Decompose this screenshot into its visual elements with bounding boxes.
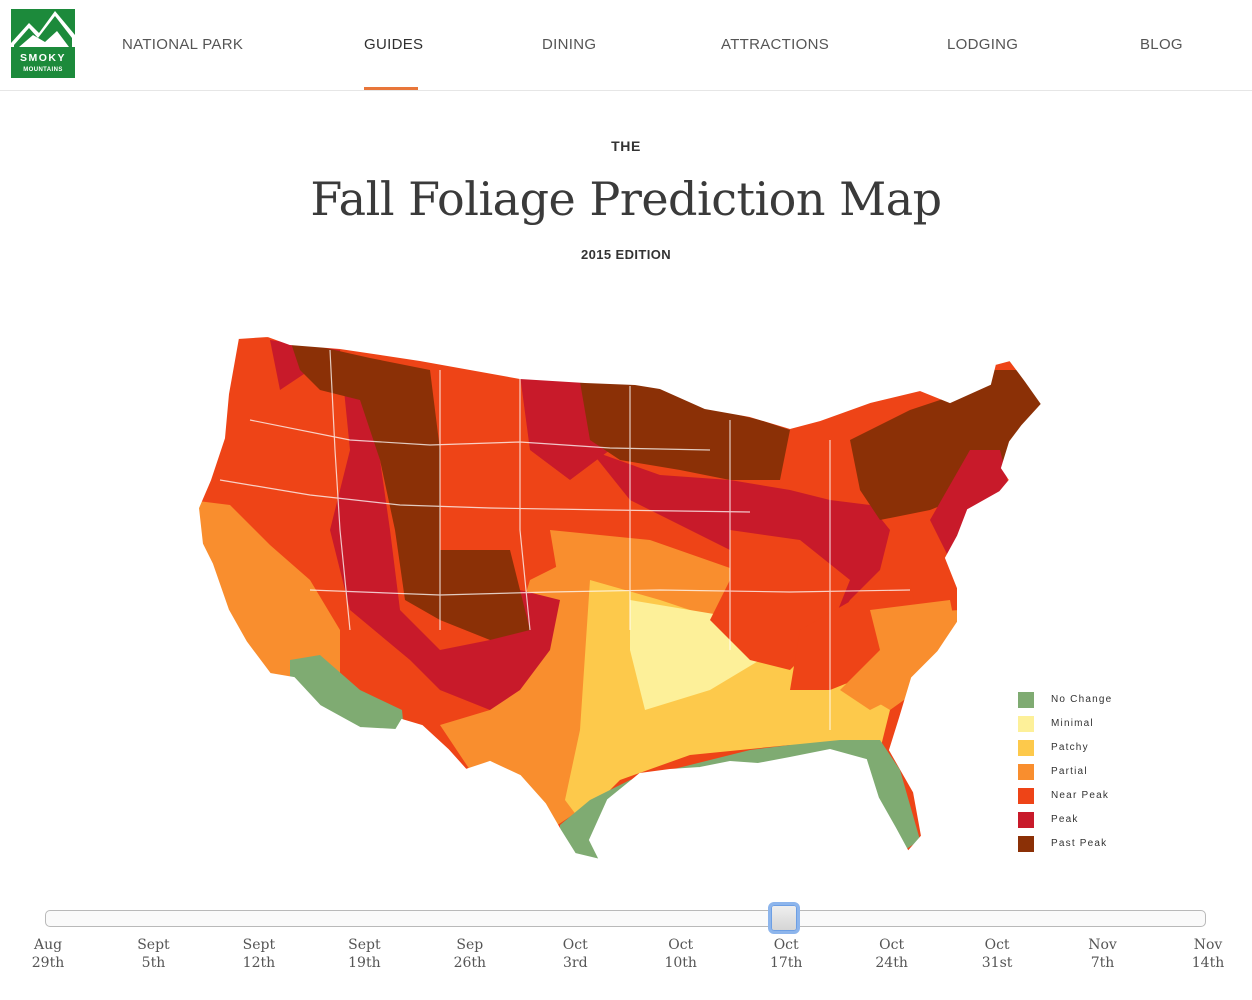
legend-item-patchy: Patchy [1018,740,1128,764]
date-tick[interactable]: Nov 7th [1068,936,1138,972]
date-tick-month: Oct [668,937,694,953]
legend-label: Partial [1051,766,1088,777]
date-tick-day: 17th [769,955,803,971]
date-tick[interactable]: Oct 31st [962,936,1032,972]
legend-item-near-peak: Near Peak [1018,788,1128,812]
nav-blog[interactable]: BLOG [1140,36,1183,53]
legend-swatch [1018,788,1034,804]
date-tick-day: 14th [1191,955,1225,971]
nav-guides[interactable]: GUIDES [364,36,424,53]
date-tick[interactable]: Sep 26th [435,936,505,972]
legend-item-partial: Partial [1018,764,1128,788]
nav-active-indicator [364,87,418,90]
date-tick-day: 26th [453,955,487,971]
date-tick[interactable]: Sept 5th [118,936,188,972]
nav-dining[interactable]: DINING [542,36,597,53]
logo-text-smoky: SMOKY [20,52,66,64]
date-tick-month: Sept [348,937,381,953]
region-past-peak-northeast [850,370,1042,520]
region-partial-carolinas [840,600,960,710]
date-tick-month: Sept [242,937,276,953]
date-tick-day: 24th [875,955,908,971]
date-tick-month: Oct [562,937,588,953]
state-borders [219,349,911,730]
legend-swatch [1018,740,1034,756]
smoky-mountains-logo[interactable]: SMOKY MOUNTAINS [11,9,75,78]
date-slider-handle[interactable] [768,902,801,934]
legend-label: Near Peak [1051,790,1110,801]
date-slider-track[interactable] [45,910,1206,927]
date-tick-day: 19th [348,955,381,971]
legend-label: Past Peak [1051,838,1108,849]
date-tick[interactable]: Aug 29th [13,936,83,972]
region-past-peak-rockies [290,340,530,640]
map-legend: No Change Minimal Patchy Partial Near Pe… [1018,692,1128,860]
date-tick[interactable]: Oct 17th [751,936,821,972]
nav-lodging[interactable]: LODGING [947,36,1019,53]
date-tick[interactable]: Oct 10th [646,936,716,972]
date-tick-day: 7th [1090,955,1115,971]
legend-swatch [1018,764,1034,780]
date-tick[interactable]: Oct 24th [857,936,927,972]
date-tick-month: Nov [1193,937,1223,953]
date-tick-day: 29th [31,955,65,971]
legend-swatch [1018,836,1034,852]
date-tick-day: 5th [141,955,166,971]
site-header: SMOKY MOUNTAINS NATIONAL PARK GUIDES DIN… [0,0,1252,91]
date-tick-day: 10th [664,955,697,971]
legend-label: Peak [1051,814,1079,825]
legend-label: Minimal [1051,718,1094,729]
us-foliage-map[interactable] [190,330,1050,860]
date-tick[interactable]: Oct 3rd [540,936,610,972]
nav-national-park[interactable]: NATIONAL PARK [122,36,244,53]
legend-item-minimal: Minimal [1018,716,1128,740]
date-tick-month: Oct [984,937,1010,953]
date-tick-day: 31st [981,955,1013,971]
nav-attractions[interactable]: ATTRACTIONS [721,36,830,53]
date-tick-month: Oct [879,937,905,953]
legend-swatch [1018,692,1034,708]
edition-label: 2015 EDITION [580,247,672,262]
date-tick-month: Sep [456,937,484,953]
date-tick-month: Sept [137,937,170,953]
date-tick[interactable]: Nov 14th [1173,936,1243,972]
legend-item-past-peak: Past Peak [1018,836,1128,860]
legend-label: Patchy [1051,742,1089,753]
date-tick-day: 12th [242,955,276,971]
date-tick[interactable]: Sept 19th [329,936,399,972]
logo-text-mountains: MOUNTAINS [23,67,63,73]
date-tick[interactable]: Sept 12th [224,936,294,972]
date-tick-month: Nov [1088,937,1117,953]
date-tick-month: Oct [773,937,799,953]
date-tick-day: 3rd [562,955,588,971]
legend-swatch [1018,716,1034,732]
legend-item-peak: Peak [1018,812,1128,836]
region-past-peak-upper-midwest [580,382,790,480]
region-peak-west [270,340,560,710]
date-tick-month: Aug [33,937,63,953]
region-peak-northeast-coast [930,450,1010,560]
legend-item-no-change: No Change [1018,692,1128,716]
legend-swatch [1018,812,1034,828]
legend-label: No Change [1051,694,1113,705]
page-title: Fall Foliage Prediction Map [310,172,942,226]
title-eyebrow: THE [611,138,641,154]
